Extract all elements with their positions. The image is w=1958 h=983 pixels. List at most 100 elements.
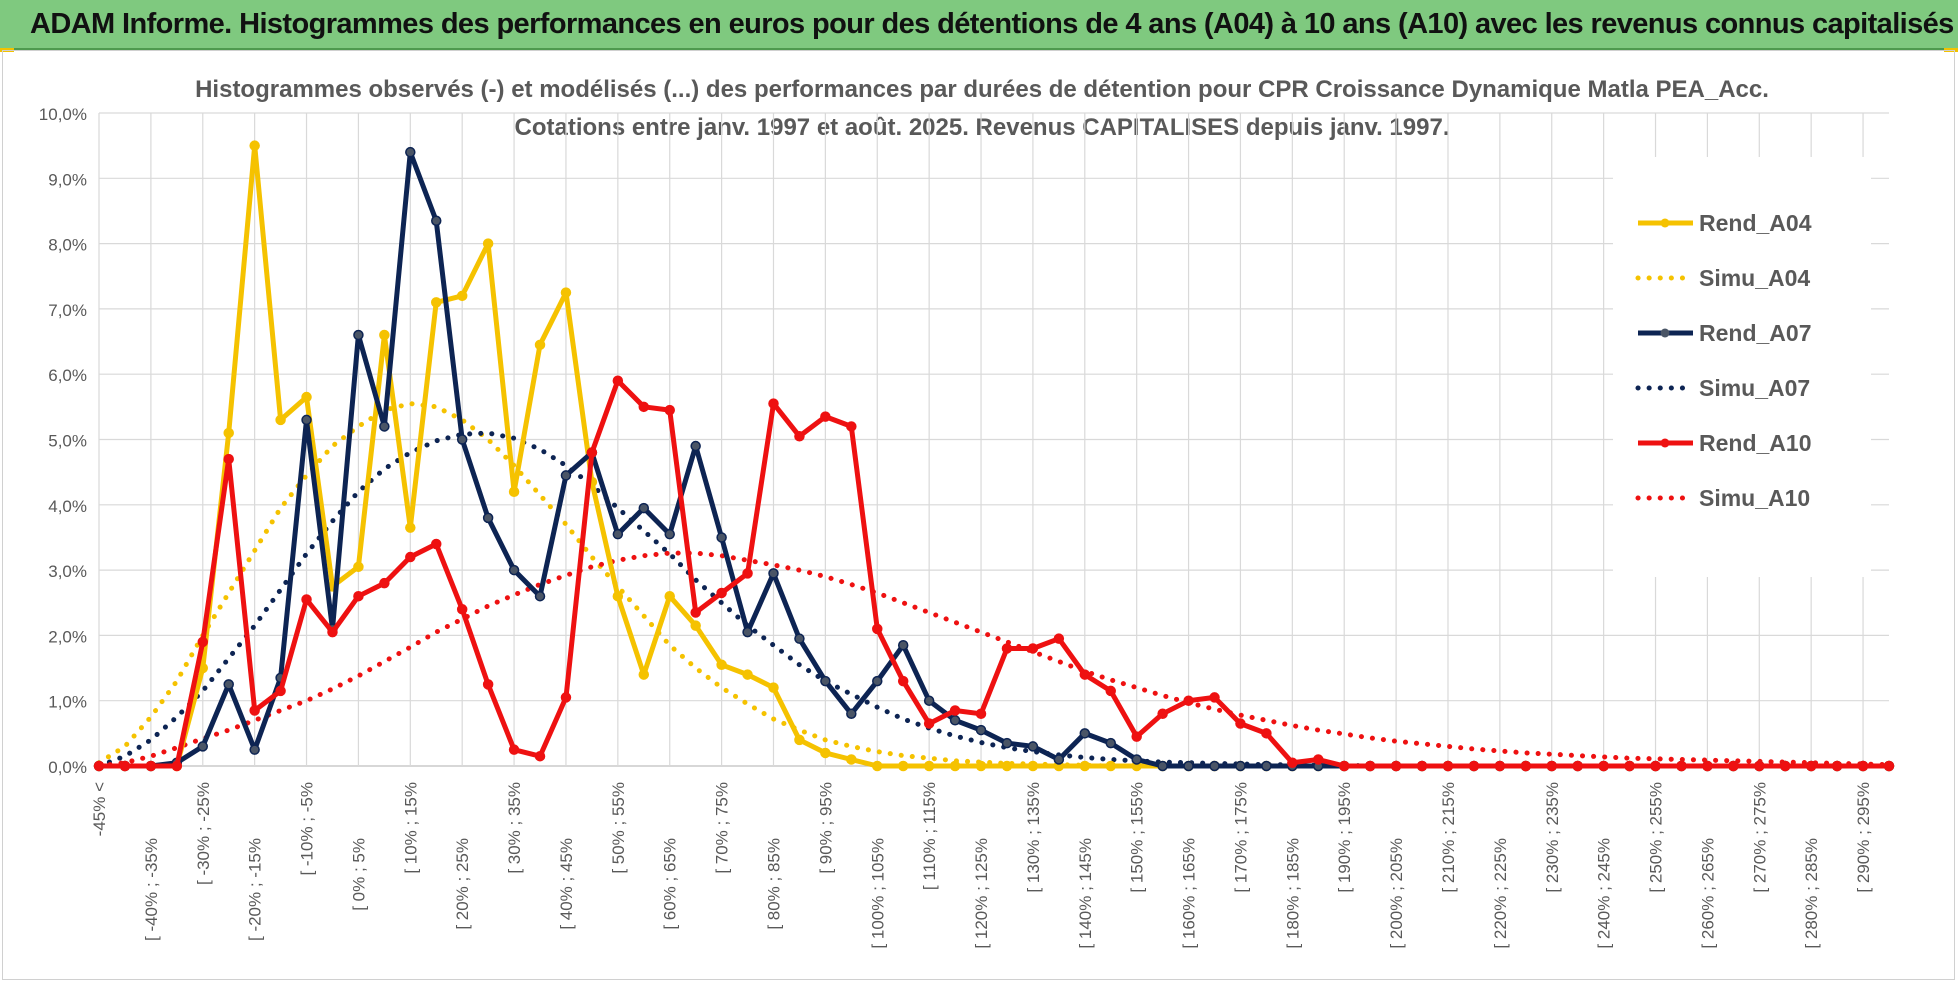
- data-point-rend_a10: [1027, 643, 1039, 654]
- data-point-rend_a04: [975, 760, 987, 772]
- y-axis-ticks: 0,0% 1,0% 2,0% 3,0% 4,0% 5,0% 6,0% 7,0% 8,0% 9,0%…: [39, 105, 87, 777]
- data-point-rend_a10: [456, 604, 468, 615]
- data-point-rend_a07: [482, 512, 494, 524]
- data-point-rend_a04: [1001, 760, 1013, 772]
- data-point-rend_a10: [768, 398, 779, 409]
- data-point-rend_a10: [1650, 760, 1661, 772]
- data-point-rend_a10: [1676, 760, 1687, 772]
- data-point-rend_a10: [482, 679, 494, 690]
- x-tick-label: [ 260% ; 265%: [1698, 838, 1717, 949]
- x-tick-label: [ 220% ; 225%: [1491, 838, 1510, 949]
- x-tick-label: [ -20% ; -15%: [246, 838, 265, 941]
- data-point-rend_a10: [1364, 760, 1376, 772]
- data-point-rend_a10: [405, 551, 416, 563]
- y-tick-label: 3,0%: [48, 562, 87, 581]
- x-tick-label: [ 110% ; 115%: [920, 782, 939, 890]
- data-point-rend_a07: [872, 675, 883, 687]
- data-point-rend_a07: [197, 741, 209, 752]
- data-point-rend_a04: [405, 522, 416, 533]
- data-point-rend_a10: [1805, 760, 1817, 772]
- data-point-rend_a07: [742, 626, 753, 638]
- legend-label: Simu_A10: [1699, 485, 1810, 511]
- data-point-rend_a10: [1857, 760, 1869, 772]
- x-tick-label: [ 170% ; 175%: [1231, 782, 1250, 893]
- legend-background: [1613, 157, 1871, 577]
- data-point-rend_a10: [1754, 760, 1765, 772]
- data-point-rend_a10: [171, 760, 183, 772]
- legend-marker: [1660, 438, 1670, 448]
- x-tick-label: [ 250% ; 255%: [1647, 782, 1666, 893]
- data-point-rend_a07: [923, 695, 935, 706]
- data-point-rend_a10: [1624, 760, 1635, 772]
- data-point-rend_a10: [379, 577, 390, 589]
- data-point-rend_a07: [1079, 728, 1091, 739]
- data-point-rend_a04: [742, 669, 753, 680]
- data-point-rend_a10: [301, 594, 312, 605]
- data-point-rend_a07: [223, 679, 234, 690]
- y-tick-label: 10,0%: [39, 105, 87, 124]
- legend-marker: [1660, 218, 1670, 228]
- data-point-rend_a04: [301, 391, 312, 403]
- data-point-rend_a10: [508, 744, 520, 755]
- data-point-rend_a10: [1209, 692, 1220, 703]
- x-tick-label: [ -10% ; -5%: [298, 782, 317, 876]
- data-point-rend_a07: [949, 715, 961, 726]
- data-point-rend_a07: [508, 564, 520, 576]
- data-point-rend_a10: [1235, 718, 1246, 729]
- legend-label: Rend_A07: [1699, 320, 1811, 346]
- x-tick-label: [ 190% ; 195%: [1335, 782, 1354, 893]
- data-point-rend_a07: [1209, 760, 1220, 772]
- data-point-rend_a10: [1131, 731, 1142, 742]
- legend: Rend_A04 Simu_A04 Rend_A07 Simu_A07 Rend_A10…: [1613, 157, 1871, 577]
- data-point-rend_a10: [249, 705, 260, 716]
- data-point-rend_a10: [93, 760, 105, 772]
- data-point-rend_a10: [1572, 760, 1583, 772]
- x-tick-label: [ 160% ; 165%: [1180, 838, 1199, 949]
- data-point-rend_a10: [1598, 760, 1609, 772]
- data-point-rend_a07: [664, 528, 675, 540]
- data-point-rend_a07: [897, 639, 909, 651]
- x-tick-label: [ 150% ; 155%: [1128, 782, 1147, 893]
- data-point-rend_a10: [430, 538, 442, 550]
- y-tick-label: 5,0%: [48, 432, 87, 451]
- y-tick-label: 7,0%: [48, 301, 87, 320]
- data-point-rend_a10: [1079, 669, 1091, 680]
- x-tick-label: [ 290% ; 295%: [1854, 782, 1873, 893]
- y-tick-label: 2,0%: [48, 627, 87, 646]
- data-point-rend_a07: [1053, 754, 1065, 765]
- data-point-rend_a07: [768, 568, 779, 579]
- data-point-rend_a07: [379, 421, 390, 432]
- data-point-rend_a07: [1027, 741, 1039, 752]
- x-tick-label: [ 130% ; 135%: [1024, 782, 1043, 893]
- grid: [98, 112, 1889, 767]
- data-point-rend_a07: [1105, 737, 1116, 749]
- legend-label: Simu_A04: [1699, 265, 1810, 291]
- series-lines: [93, 140, 1895, 772]
- data-point-rend_a07: [534, 590, 546, 602]
- data-point-rend_a10: [223, 453, 234, 465]
- data-point-rend_a10: [1883, 760, 1895, 772]
- data-point-rend_a04: [638, 669, 650, 680]
- data-point-rend_a10: [1338, 760, 1350, 772]
- y-tick-label: 8,0%: [48, 236, 87, 255]
- data-point-rend_a04: [508, 486, 520, 497]
- data-point-rend_a10: [1416, 760, 1428, 772]
- data-point-rend_a10: [638, 401, 650, 413]
- data-point-rend_a10: [1390, 760, 1402, 772]
- y-tick-label: 1,0%: [48, 693, 87, 712]
- data-point-rend_a07: [794, 633, 805, 644]
- data-point-rend_a04: [716, 659, 727, 671]
- data-point-rend_a04: [820, 747, 831, 759]
- data-point-rend_a04: [690, 620, 701, 631]
- x-tick-label: [ -30% ; -25%: [194, 782, 213, 885]
- data-point-rend_a10: [1546, 760, 1558, 772]
- data-point-rend_a10: [1494, 760, 1506, 772]
- data-point-rend_a07: [690, 440, 701, 452]
- data-point-rend_a10: [1053, 633, 1065, 644]
- report-title: ADAM Informe. Histogrammes des performan…: [30, 8, 1954, 40]
- data-point-rend_a10: [794, 430, 805, 442]
- data-point-rend_a07: [560, 470, 572, 481]
- data-point-rend_a04: [534, 339, 546, 351]
- data-point-rend_a10: [586, 447, 598, 458]
- data-point-rend_a10: [949, 705, 961, 716]
